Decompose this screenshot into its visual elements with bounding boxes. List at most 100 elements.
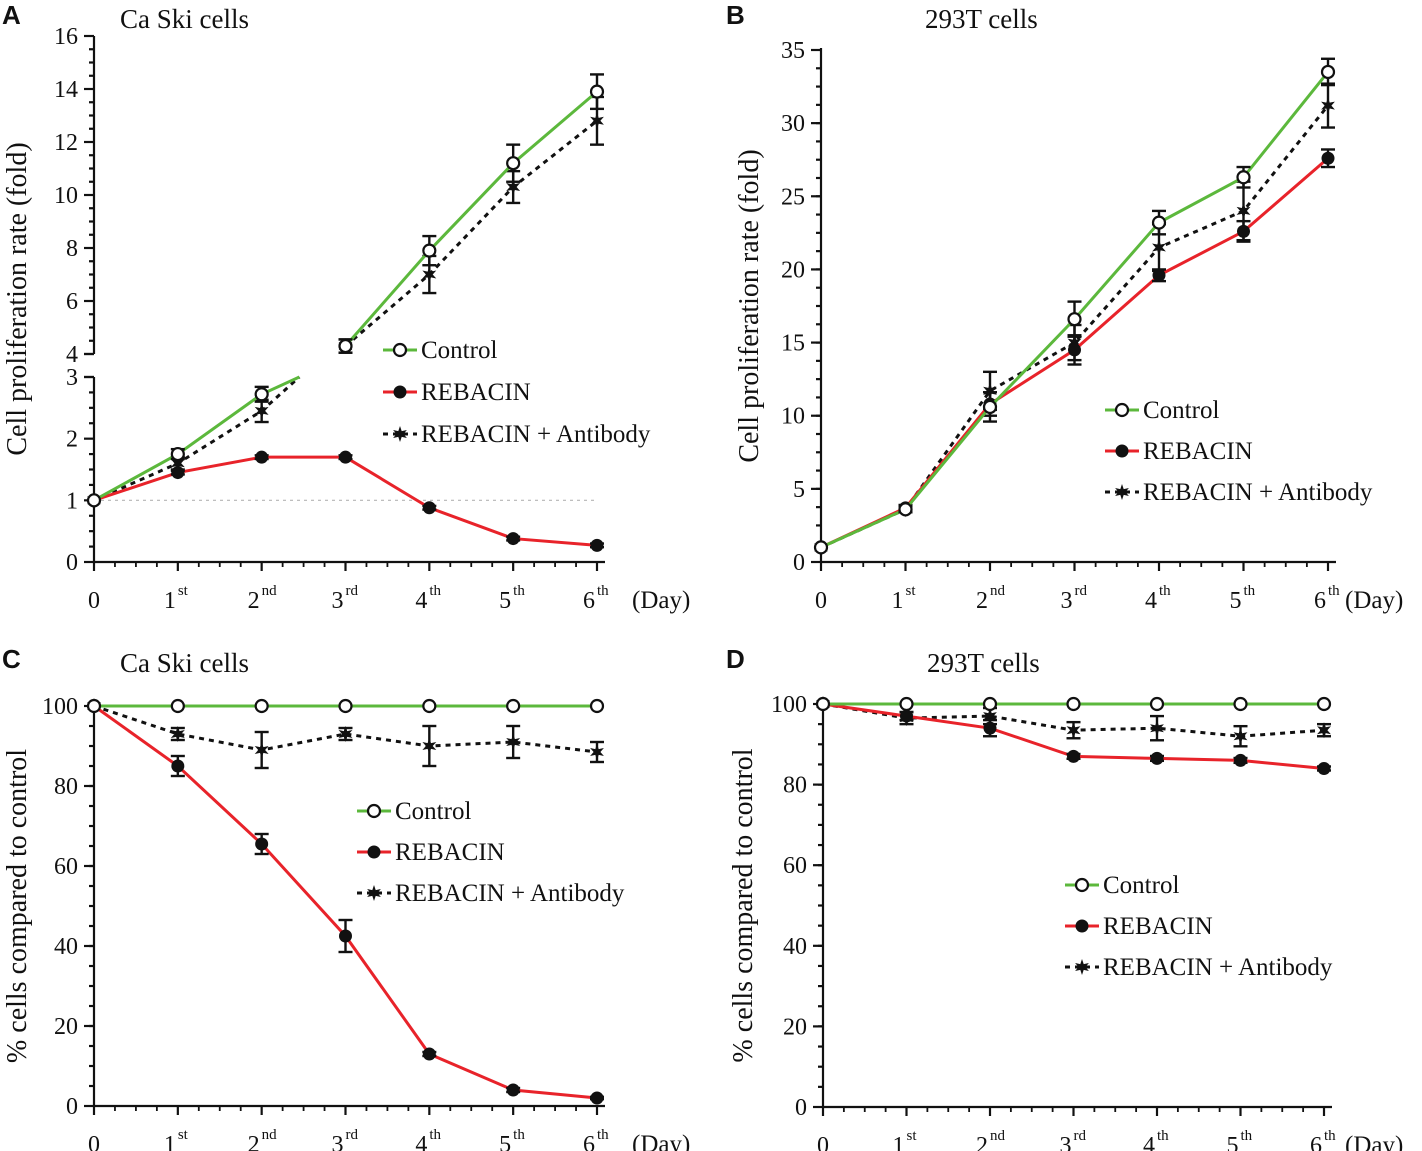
marker-filled-circle [590,538,604,552]
panel-title: 293T cells [925,4,1038,34]
marker-filled-circle [1234,753,1247,767]
y-tick-label: 20 [783,1014,807,1040]
y-tick-label: 0 [793,550,805,576]
marker-star [254,742,269,758]
x-tick-label: 6 [1314,588,1326,614]
legend-item-antibody: REBACIN + Antibody [357,880,625,907]
marker-filled-circle [339,450,352,464]
x-tick-label: 4 [415,588,427,614]
marker-filled-circle [983,721,997,735]
legend-label: REBACIN + Antibody [1103,954,1333,981]
marker-open-circle [899,696,914,712]
marker-star [422,266,437,283]
x-tick-label: 4 [415,1132,427,1151]
x-tick-label: 6 [583,1132,595,1151]
x-tick-superscript: th [1244,583,1256,599]
y-tick-label: 4 [66,342,78,368]
x-tick-label: 2 [976,588,988,614]
x-tick-label: 6 [1310,1133,1322,1151]
legend-label: REBACIN + Antibody [1143,479,1373,506]
x-tick-label: 5 [499,1132,511,1151]
x-tick-superscript: th [1159,583,1171,599]
marker-star [506,179,521,195]
y-tick-label: 25 [781,184,805,210]
legend: Control REBACIN REBACIN + Antibody [1065,872,1333,981]
x-tick-superscript: th [597,583,609,599]
y-tick-label: 80 [783,773,807,799]
marker-open-circle [338,338,353,354]
marker-star [983,382,997,399]
marker-open-circle [1236,170,1251,185]
marker-filled-circle [1150,751,1164,765]
marker-open-circle [254,698,269,714]
y-tick-label: 0 [66,550,78,576]
y-tick-label: 1 [66,488,78,514]
x-tick-superscript: th [1241,1128,1253,1144]
y-tick-label: 60 [54,854,78,880]
marker-open-circle [1074,877,1090,893]
marker-open-circle [589,84,605,99]
x-tick-label: 1 [892,588,904,614]
legend-label: Control [421,337,497,364]
marker-filled-circle [1068,343,1081,357]
series-line [344,119,598,348]
y-tick-label: 20 [54,1014,78,1040]
marker-filled-circle [422,501,436,515]
marker-open-circle [422,243,437,258]
x-tick-superscript: st [907,1128,918,1144]
y-tick-label: 100 [42,694,78,720]
x-tick-label: 3 [1060,1133,1072,1151]
x-tick-label: 4 [1145,588,1157,614]
x-tick-superscript: th [1324,1128,1336,1144]
x-tick-superscript: st [178,583,189,599]
marker-star [1233,728,1248,745]
series-antibody [87,698,604,770]
legend-label: REBACIN + Antibody [421,421,651,448]
panel-title: 293T cells [927,648,1040,678]
y-tick-label: 2 [66,427,78,453]
x-axis-unit: (Day) [1345,1132,1403,1151]
x-tick-superscript: th [1157,1128,1169,1144]
marker-star [170,726,185,742]
marker-open-circle [982,399,998,415]
marker-open-circle [813,540,829,555]
marker-filled-circle [1237,224,1250,238]
legend: Control REBACIN REBACIN + Antibody [357,798,625,907]
marker-open-circle [366,803,382,819]
marker-star [590,744,604,760]
y-axis [84,704,96,1108]
marker-filled-circle [900,709,913,723]
marker-open-circle [1066,696,1081,712]
x-tick-superscript: th [597,1127,609,1143]
x-tick-superscript: th [513,1127,525,1143]
legend-item-antibody: REBACIN + Antibody [1065,954,1333,981]
panel-title: Ca Ski cells [120,648,249,678]
marker-open-circle [506,156,521,171]
marker-filled-circle [1321,151,1335,165]
x-tick-label: 0 [815,588,827,614]
legend-item-control: Control [1105,397,1219,424]
marker-open-circle [898,502,913,517]
x-tick-label: 0 [817,1133,829,1151]
y-tick-label: 15 [781,331,805,357]
marker-open-circle [1067,312,1082,327]
marker-open-circle [338,698,353,714]
x-tick-superscript: rd [1075,583,1088,599]
marker-star [590,112,604,129]
y-axis-title: % cells compared to control [2,749,33,1063]
x-tick-label: 4 [1143,1133,1155,1151]
marker-open-circle [392,342,408,358]
marker-open-circle [815,696,831,712]
series-control [86,698,605,714]
x-tick-label: 5 [1230,588,1242,614]
marker-open-circle [982,696,998,712]
y-tick-label: 10 [781,404,805,430]
marker-open-circle [86,493,102,508]
x-tick-label: 1 [164,1132,176,1151]
marker-open-circle [254,387,269,402]
series-rebacin [87,450,604,552]
marker-open-circle [170,446,185,462]
y-tick-label: 20 [781,257,805,283]
